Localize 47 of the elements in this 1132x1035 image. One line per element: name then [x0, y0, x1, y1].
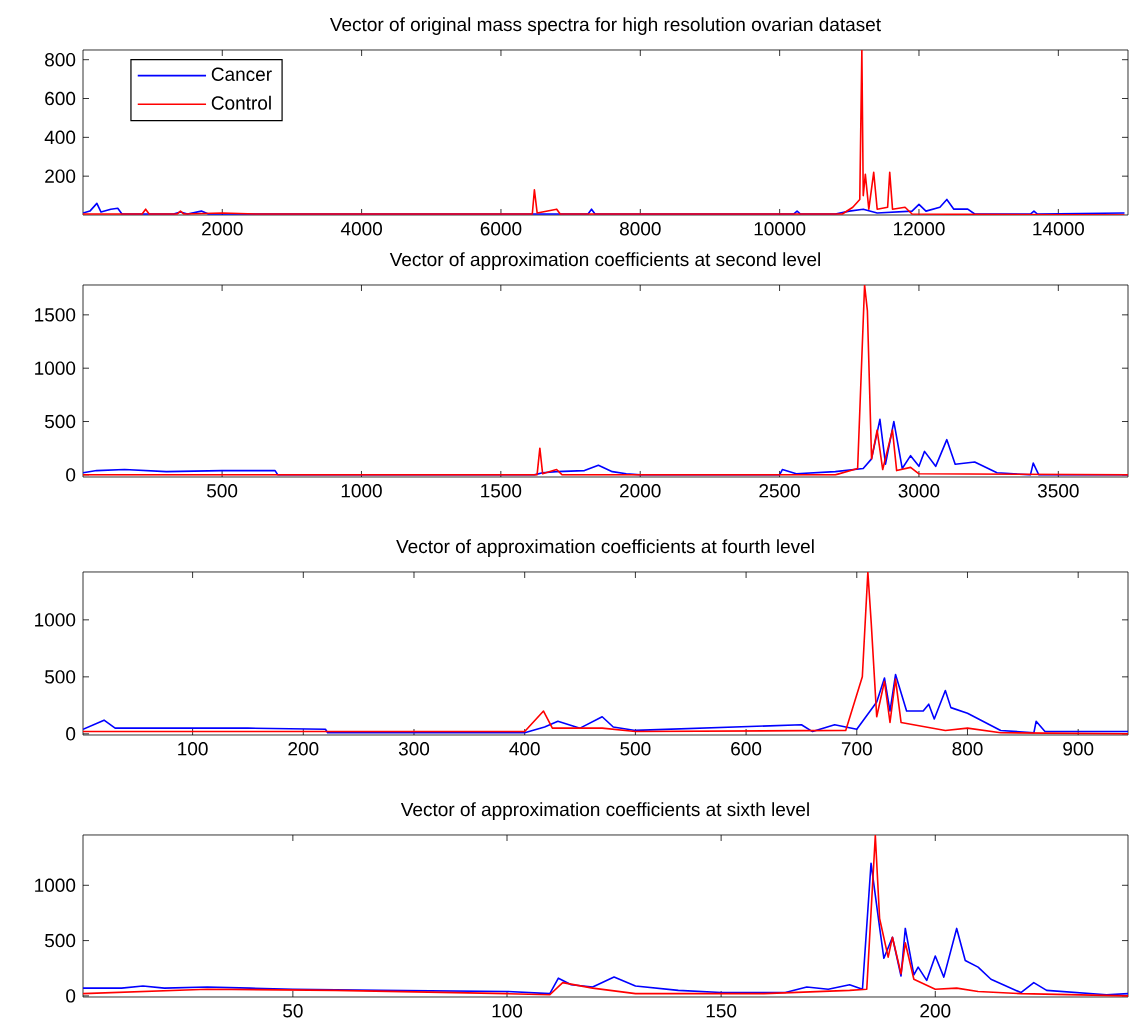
y-tick-label: 200 [45, 169, 76, 183]
x-tick-label: 12000 [894, 222, 945, 236]
chart-title: Vector of approximation coefficients at sixth level [400, 802, 809, 820]
x-tick-label: 900 [1063, 742, 1094, 756]
x-tick-label: 800 [952, 742, 983, 756]
y-tick-label: 1000 [35, 361, 76, 375]
y-tick-label: 600 [45, 91, 76, 106]
x-tick-label: 400 [509, 742, 540, 756]
x-tick-label: 2000 [202, 222, 243, 236]
y-tick-label: 500 [44, 414, 76, 429]
y-tick-label: 800 [45, 52, 76, 67]
x-tick-label: 100 [178, 742, 208, 756]
x-tick-label: 10000 [754, 222, 806, 236]
y-tick-label: 0 [66, 989, 76, 1003]
x-tick-label: 2500 [759, 484, 800, 498]
x-tick-label: 1500 [481, 484, 522, 498]
x-tick-label: 200 [920, 1004, 951, 1018]
y-tick-label: 400 [44, 130, 76, 145]
legend-label: Control [211, 95, 271, 110]
y-tick-label: 500 [44, 933, 76, 948]
x-tick-label: 8000 [619, 222, 661, 236]
x-tick-label: 50 [283, 1004, 303, 1018]
x-tick-label: 2000 [620, 484, 661, 498]
x-tick-label: 1000 [341, 484, 382, 498]
x-tick-label: 100 [492, 1004, 523, 1018]
x-tick-label: 500 [207, 484, 238, 498]
chart-title: Vector of approximation coefficients at fourth level [396, 539, 814, 557]
x-tick-label: 4000 [340, 222, 382, 236]
x-tick-label: 200 [288, 742, 319, 756]
x-tick-label: 14000 [1033, 222, 1084, 236]
x-tick-label: 700 [841, 742, 872, 756]
y-tick-label: 0 [66, 727, 76, 741]
x-tick-label: 300 [398, 742, 430, 756]
y-tick-label: 500 [44, 670, 76, 684]
chart-title: Vector of approximation coefficients at second level [389, 252, 820, 270]
x-tick-label: 3000 [898, 484, 940, 498]
legend-label: Cancer [211, 67, 272, 81]
x-tick-label: 500 [620, 742, 651, 756]
x-tick-label: 6000 [480, 222, 522, 236]
y-tick-label: 1000 [35, 878, 76, 893]
y-tick-label: 1000 [35, 613, 76, 627]
y-tick-label: 0 [66, 468, 76, 482]
y-tick-label: 1500 [35, 308, 76, 322]
chart-title: Vector of original mass spectra for high resolution ovarian dataset [329, 17, 881, 35]
x-tick-label: 600 [731, 742, 762, 756]
x-tick-label: 150 [706, 1004, 737, 1018]
x-tick-label: 3500 [1037, 484, 1079, 498]
